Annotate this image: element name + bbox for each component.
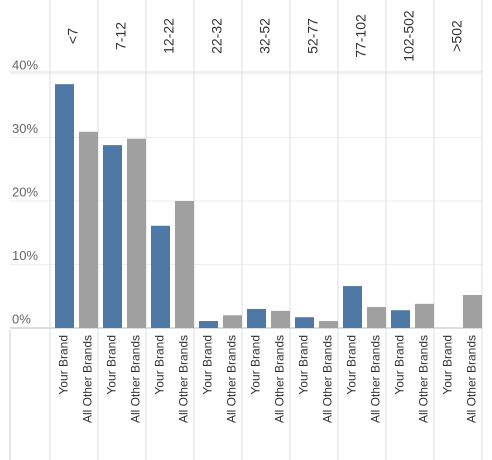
x-tick-label: All Other Brands	[81, 335, 95, 423]
column-header: 7-12	[113, 22, 129, 50]
x-tick-label: Your Brand	[393, 335, 407, 395]
column-header: 12-22	[161, 18, 177, 54]
x-tick-label: Your Brand	[249, 335, 263, 395]
bar	[367, 307, 386, 328]
bar	[79, 131, 98, 328]
x-tick-label: All Other Brands	[321, 335, 335, 423]
bar	[55, 84, 74, 328]
column-header: 102-502	[401, 10, 417, 62]
bar	[247, 308, 266, 328]
bar	[223, 315, 242, 328]
x-tick-label: All Other Brands	[273, 335, 287, 423]
y-tick-label: 10%	[12, 248, 38, 263]
y-tick-label: 40%	[12, 57, 38, 72]
column-header: 22-32	[209, 18, 225, 54]
x-tick-label: Your Brand	[297, 335, 311, 395]
y-tick-label: 20%	[12, 184, 38, 199]
column-header: 32-52	[257, 18, 273, 54]
bar	[199, 321, 218, 328]
bar	[463, 294, 482, 328]
bar	[127, 138, 146, 328]
x-tick-label: All Other Brands	[177, 335, 191, 423]
bar	[295, 317, 314, 328]
bar	[415, 303, 434, 328]
x-tick-label: Your Brand	[345, 335, 359, 395]
x-tick-label: Your Brand	[105, 335, 119, 395]
x-tick-label: All Other Brands	[417, 335, 431, 423]
bar	[175, 201, 194, 328]
y-tick-label: 30%	[12, 121, 38, 136]
column-header: <7	[65, 28, 81, 44]
bar	[391, 310, 410, 328]
bar	[319, 321, 338, 328]
x-tick-label: All Other Brands	[225, 335, 239, 423]
column-header: 77-102	[353, 14, 369, 58]
x-tick-label: Your Brand	[201, 335, 215, 395]
x-tick-label: All Other Brands	[129, 335, 143, 423]
bar	[271, 310, 290, 328]
x-tick-label: Your Brand	[57, 335, 71, 395]
x-tick-label: Your Brand	[441, 335, 455, 395]
column-header: 52-77	[305, 18, 321, 54]
y-tick-label: 0%	[12, 311, 31, 326]
x-tick-label: All Other Brands	[369, 335, 383, 423]
x-tick-label: Your Brand	[153, 335, 167, 395]
column-header: >502	[449, 20, 465, 52]
bar	[103, 145, 122, 328]
bar	[151, 225, 170, 328]
x-tick-label: All Other Brands	[465, 335, 479, 423]
bar	[343, 286, 362, 328]
